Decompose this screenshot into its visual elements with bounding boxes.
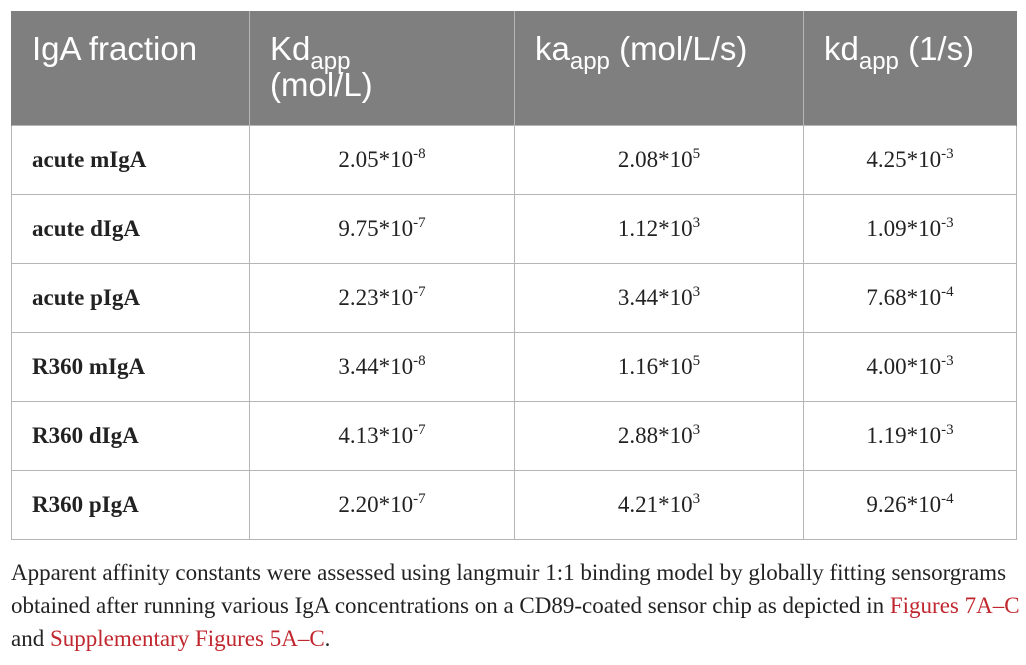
ka-app-value: 3.44*103 [514,262,804,333]
table-header: IgA fraction Kdapp (mol/L) kaapp (mol/L/s… [11,11,1017,125]
ka-app-value: 2.08*105 [514,124,804,195]
kdiss-app-value: 9.26*10-4 [803,469,1017,540]
table-caption: Apparent affinity constants were assesse… [11,560,1020,651]
kdiss-app-value: 1.19*10-3 [803,400,1017,471]
supplementary-figure-5-link[interactable]: Supplementary Figures 5A–C [49,626,325,651]
kdiss-app-value: 4.00*10-3 [803,331,1017,402]
ka-app-value: 2.88*103 [514,400,804,471]
table-body: acute mIgA 2.05*10-8 2.08*105 4.25*10-3 … [11,124,1017,540]
row-label: R360 mIgA [11,331,250,402]
kd-app-value: 3.44*10-8 [249,331,515,402]
kd-app-value: 4.13*10-7 [249,400,515,471]
ka-app-value: 1.16*105 [514,331,804,402]
table-row: R360 dIgA 4.13*10-7 2.88*103 1.19*10-3 [11,400,1017,471]
ka-app-value: 4.21*103 [514,469,804,540]
table-row: acute pIgA 2.23*10-7 3.44*103 7.68*10-4 [11,262,1017,333]
kdiss-app-value: 7.68*10-4 [803,262,1017,333]
header-kdiss-app: kdapp (1/s) [803,11,1017,125]
kd-app-value: 2.23*10-7 [249,262,515,333]
kd-app-value: 9.75*10-7 [249,193,515,264]
ka-app-value: 1.12*103 [514,193,804,264]
table-row: R360 pIgA 2.20*10-7 4.21*103 9.26*10-4 [11,469,1017,540]
header-row: IgA fraction Kdapp (mol/L) kaapp (mol/L/s… [11,11,1017,125]
kd-app-value: 2.20*10-7 [249,469,515,540]
header-ka-app: kaapp (mol/L/s) [514,11,804,125]
row-label: acute dIgA [11,193,250,264]
header-iga-fraction: IgA fraction [11,11,250,125]
kd-app-value: 2.05*10-8 [249,124,515,195]
row-label: acute mIgA [11,124,250,195]
table-row: R360 mIgA 3.44*10-8 1.16*105 4.00*10-3 [11,331,1017,402]
affinity-constants-table: IgA fraction Kdapp (mol/L) kaapp (mol/L/s… [11,11,1017,540]
table-row: acute dIgA 9.75*10-7 1.12*103 1.09*10-3 [11,193,1017,264]
row-label: R360 pIgA [11,469,250,540]
row-label: acute pIgA [11,262,250,333]
header-kd-app: Kdapp (mol/L) [249,11,515,125]
kdiss-app-value: 1.09*10-3 [803,193,1017,264]
figure-7-link[interactable]: Figures 7A–C [889,593,1020,618]
row-label: R360 dIgA [11,400,250,471]
table-row: acute mIgA 2.05*10-8 2.08*105 4.25*10-3 [11,124,1017,195]
kdiss-app-value: 4.25*10-3 [803,124,1017,195]
